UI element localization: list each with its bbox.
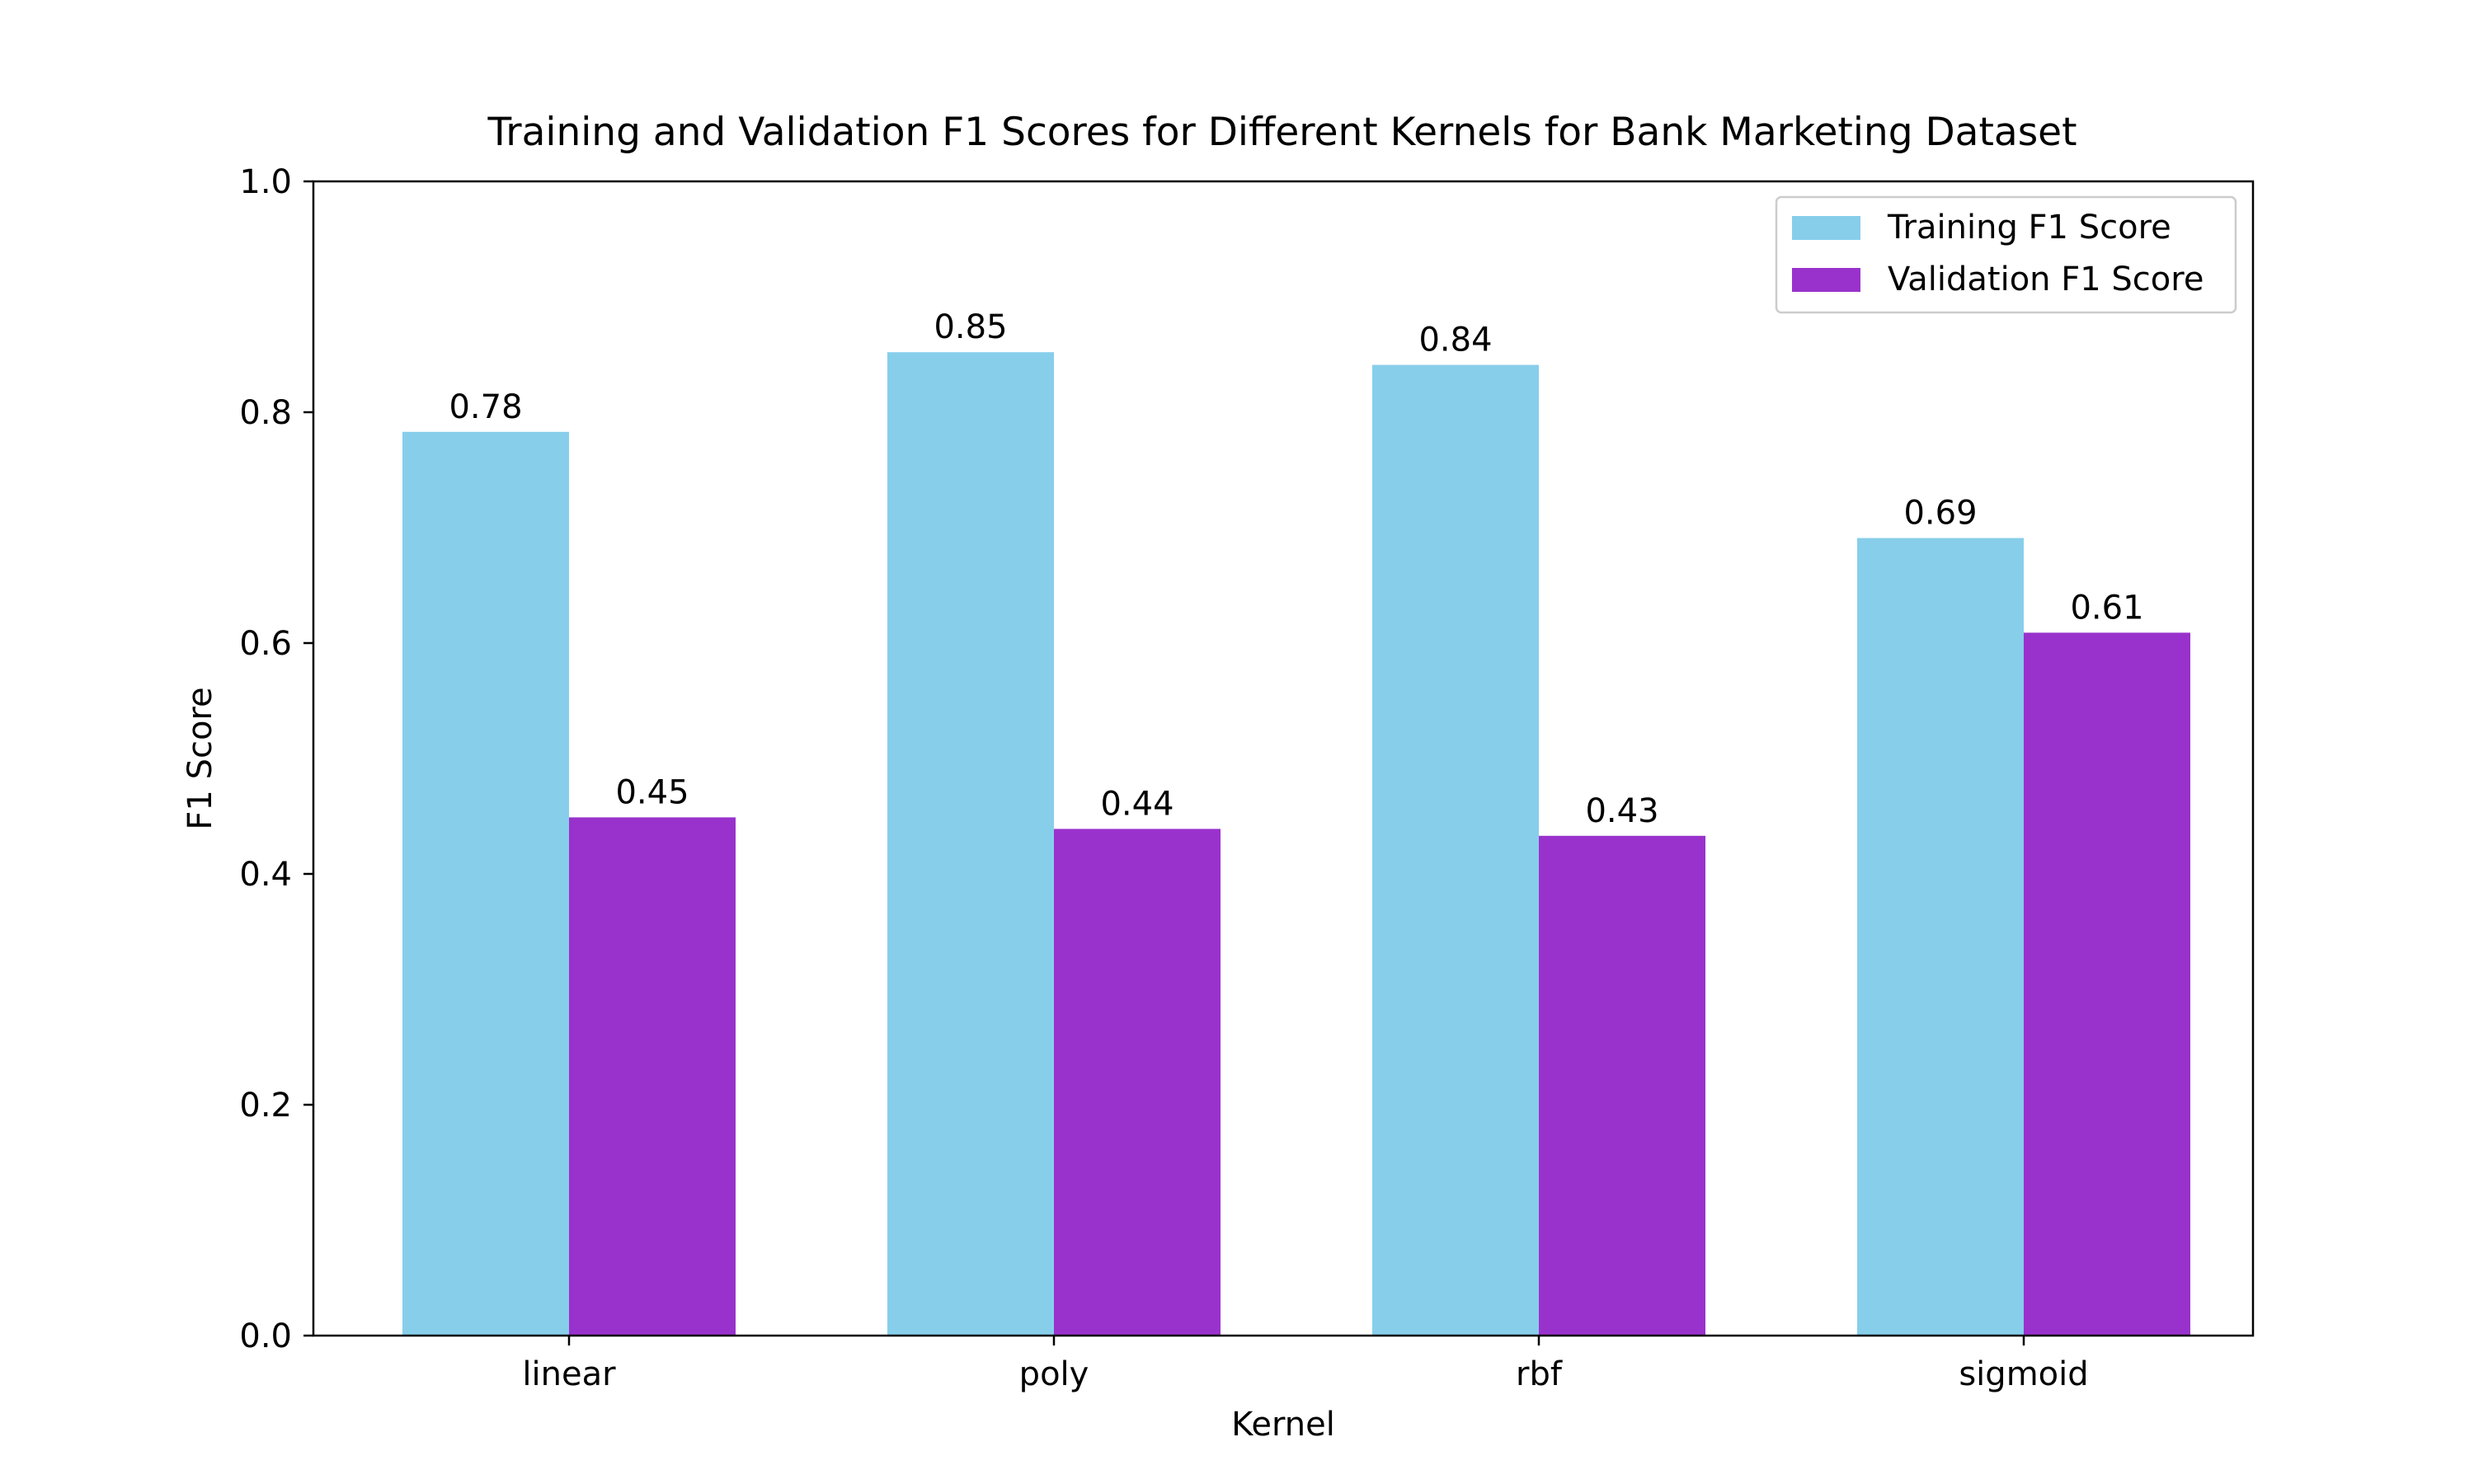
bar-value-label-validation-sigmoid: 0.61	[2070, 589, 2143, 627]
bar-validation-sigmoid	[2024, 632, 2190, 1336]
bar-validation-rbf	[1539, 835, 1705, 1336]
y-tick-label-0.8: 0.8	[239, 394, 292, 432]
bar-value-label-validation-rbf: 0.43	[1585, 792, 1658, 830]
bar-labels-group: 0.78 0.45 0.85 0.44 0.84 0.43 0.69 0.61	[449, 308, 2143, 830]
bar-value-label-validation-poly: 0.44	[1100, 785, 1174, 823]
y-axis-label: F1 Score	[181, 687, 219, 829]
y-tick-label-1.0: 1.0	[239, 163, 292, 201]
y-tick-label-0.6: 0.6	[239, 625, 292, 663]
legend-box	[1775, 195, 2237, 314]
legend-label-validation: Validation F1 Score	[1888, 261, 2204, 298]
legend-swatch-validation	[1792, 268, 1860, 292]
legend-label-training: Training F1 Score	[1887, 209, 2171, 247]
plot-area-frame	[312, 180, 2255, 1337]
y-tick-label-0.2: 0.2	[239, 1087, 292, 1125]
x-tick-label-linear: linear	[522, 1355, 616, 1393]
bar-training-linear	[402, 431, 569, 1336]
x-axis-label: Kernel	[1231, 1406, 1335, 1444]
bar-value-label-training-linear: 0.78	[449, 388, 522, 426]
legend: Training F1 Score Validation F1 Score	[1775, 195, 2237, 314]
y-axis: 0.0 0.2 0.4 0.6 0.8 1.0	[239, 163, 313, 1355]
bar-value-label-training-poly: 0.85	[934, 308, 1007, 346]
x-tick-label-rbf: rbf	[1516, 1355, 1563, 1393]
x-tick-label-poly: poly	[1019, 1355, 1089, 1393]
x-tick-label-sigmoid: sigmoid	[1959, 1355, 2088, 1393]
bar-value-label-training-rbf: 0.84	[1418, 322, 1492, 359]
bars-group	[402, 352, 2190, 1336]
bar-validation-poly	[1054, 829, 1221, 1336]
y-tick-label-0.4: 0.4	[239, 856, 292, 894]
x-axis: linear poly rbf sigmoid	[522, 1336, 2089, 1393]
bar-training-sigmoid	[1857, 538, 2024, 1336]
bar-value-label-training-sigmoid: 0.69	[1903, 495, 1977, 533]
bar-value-label-validation-linear: 0.45	[615, 773, 689, 811]
bar-training-rbf	[1372, 364, 1539, 1336]
legend-swatch-training	[1792, 216, 1860, 240]
bar-training-poly	[887, 352, 1054, 1336]
y-tick-label-0.0: 0.0	[239, 1317, 292, 1355]
bar-validation-linear	[569, 817, 736, 1336]
chart-title: Training and Validation F1 Scores for Di…	[487, 110, 2077, 155]
